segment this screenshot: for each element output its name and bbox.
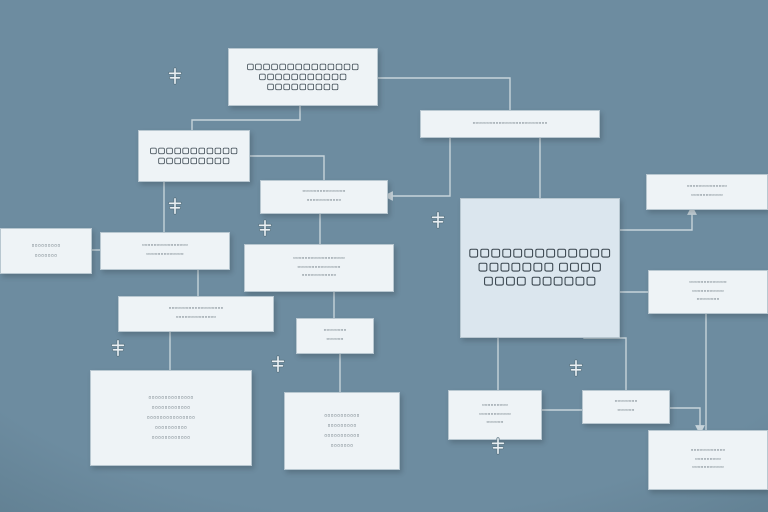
node-n1-line: ▢▢▢▢▢▢▢▢▢▢▢: [259, 72, 348, 82]
node-n11-line: ▫▫▫▫▫▫▫▫▫▫▫: [691, 192, 723, 201]
node-n7-line: ▫▫▫▫▫▫▫▫▫▫▫▫▫▫▫: [297, 264, 340, 273]
node-n4-line: ▫▫▫▫▫▫▫▫▫▫▫▫▫▫▫: [302, 188, 345, 197]
node-n4[interactable]: ▫▫▫▫▫▫▫▫▫▫▫▫▫▫▫▫▫▫▫▫▫▫▫▫▫▫▫: [260, 180, 388, 214]
node-n12[interactable]: ▫▫▫▫▫▫▫▫▫▫▫▫▫▫▫▫▫▫▫▫▫▫▫▫▫▫▫▫▫▫▫▫: [648, 270, 768, 314]
node-n13-line: ▫▫▫▫▫▫▫▫▫▫▫▫: [152, 403, 191, 413]
edge-n3-n4: [250, 156, 324, 180]
connector-icon: [109, 339, 127, 357]
node-n16-line: ▫▫▫▫▫▫▫▫: [614, 398, 637, 407]
node-n3[interactable]: ▢▢▢▢▢▢▢▢▢▢▢▢▢▢▢▢▢▢▢▢: [138, 130, 250, 182]
node-n1-line: ▢▢▢▢▢▢▢▢▢▢▢▢▢▢: [247, 62, 360, 72]
node-n2-line: ▫▫▫▫▫▫▫▫▫▫▫▫▫▫▫▫▫▫▫▫▫▫▫▫▫▫: [473, 120, 548, 129]
node-n10-line: ▢▢▢▢▢▢▢ ▢▢▢▢: [478, 261, 603, 275]
node-n7-line: ▫▫▫▫▫▫▫▫▫▫▫▫: [302, 272, 337, 281]
node-n10-line: ▢▢▢▢▢▢▢▢▢▢▢▢▢: [469, 247, 612, 261]
node-n7[interactable]: ▫▫▫▫▫▫▫▫▫▫▫▫▫▫▫▫▫▫▫▫▫▫▫▫▫▫▫▫▫▫▫▫▫▫▫▫▫▫▫▫…: [244, 244, 394, 292]
flowchart-canvas: ▢▢▢▢▢▢▢▢▢▢▢▢▢▢▢▢▢▢▢▢▢▢▢▢▢▢▢▢▢▢▢▢▢▢▫▫▫▫▫▫…: [0, 0, 768, 512]
node-n9[interactable]: ▫▫▫▫▫▫▫▫▫▫▫▫▫▫: [296, 318, 374, 354]
node-n11[interactable]: ▫▫▫▫▫▫▫▫▫▫▫▫▫▫▫▫▫▫▫▫▫▫▫▫▫: [646, 174, 768, 210]
node-n9-line: ▫▫▫▫▫▫: [326, 336, 343, 345]
node-n16[interactable]: ▫▫▫▫▫▫▫▫▫▫▫▫▫▫: [582, 390, 670, 424]
connector-icon: [429, 211, 447, 229]
node-n14-line: ▫▫▫▫▫▫▫▫▫: [327, 421, 356, 431]
node-n15[interactable]: ▫▫▫▫▫▫▫▫▫▫▫▫▫▫▫▫▫▫▫▫▫▫▫▫▫▫: [448, 390, 542, 440]
node-n13[interactable]: ▫▫▫▫▫▫▫▫▫▫▫▫▫▫▫▫▫▫▫▫▫▫▫▫▫▫▫▫▫▫▫▫▫▫▫▫▫▫▫▫…: [90, 370, 252, 466]
node-n1[interactable]: ▢▢▢▢▢▢▢▢▢▢▢▢▢▢▢▢▢▢▢▢▢▢▢▢▢▢▢▢▢▢▢▢▢▢: [228, 48, 378, 106]
node-n4-line: ▫▫▫▫▫▫▫▫▫▫▫▫: [307, 197, 342, 206]
node-n5-line: ▫▫▫▫▫▫▫: [35, 251, 58, 261]
connector-icon: [166, 67, 184, 85]
node-n5[interactable]: ▫▫▫▫▫▫▫▫▫▫▫▫▫▫▫▫: [0, 228, 92, 274]
node-n2[interactable]: ▫▫▫▫▫▫▫▫▫▫▫▫▫▫▫▫▫▫▫▫▫▫▫▫▫▫: [420, 110, 600, 138]
edge-n1-n3: [192, 106, 300, 130]
node-n14-line: ▫▫▫▫▫▫▫▫▫▫▫: [324, 431, 360, 441]
node-n17-line: ▫▫▫▫▫▫▫▫▫: [695, 456, 721, 465]
node-n8-line: ▫▫▫▫▫▫▫▫▫▫▫▫▫▫▫▫▫▫▫: [169, 305, 224, 314]
node-n9-line: ▫▫▫▫▫▫▫▫: [323, 327, 346, 336]
node-n14-line: ▫▫▫▫▫▫▫: [331, 441, 354, 451]
node-n17-line: ▫▫▫▫▫▫▫▫▫▫▫: [692, 464, 724, 473]
node-n1-line: ▢▢▢▢▢▢▢▢▢: [267, 82, 340, 92]
node-n15-line: ▫▫▫▫▫▫: [486, 419, 503, 428]
edge-n10-n11: [620, 210, 692, 230]
node-n12-line: ▫▫▫▫▫▫▫▫▫▫▫▫▫: [689, 279, 726, 288]
node-n3-line: ▢▢▢▢▢▢▢▢▢: [158, 156, 231, 166]
connector-icon: [256, 219, 274, 237]
node-n13-line: ▫▫▫▫▫▫▫▫▫▫: [155, 423, 187, 433]
connector-icon: [269, 355, 287, 373]
node-n5-line: ▫▫▫▫▫▫▫▫▫: [31, 241, 60, 251]
node-n6-line: ▫▫▫▫▫▫▫▫▫▫▫▫▫: [146, 251, 183, 260]
node-n13-line: ▫▫▫▫▫▫▫▫▫▫▫▫▫▫: [148, 393, 193, 403]
node-n15-line: ▫▫▫▫▫▫▫▫▫▫▫: [479, 411, 511, 420]
node-n6[interactable]: ▫▫▫▫▫▫▫▫▫▫▫▫▫▫▫▫▫▫▫▫▫▫▫▫▫▫▫▫▫: [100, 232, 230, 270]
edge-n16-n17: [670, 408, 700, 430]
node-n14[interactable]: ▫▫▫▫▫▫▫▫▫▫▫▫▫▫▫▫▫▫▫▫▫▫▫▫▫▫▫▫▫▫▫▫▫▫▫▫▫▫: [284, 392, 400, 470]
node-n17[interactable]: ▫▫▫▫▫▫▫▫▫▫▫▫▫▫▫▫▫▫▫▫▫▫▫▫▫▫▫▫▫▫▫▫: [648, 430, 768, 490]
node-n8-line: ▫▫▫▫▫▫▫▫▫▫▫▫▫▫: [176, 314, 216, 323]
node-n11-line: ▫▫▫▫▫▫▫▫▫▫▫▫▫▫: [687, 183, 727, 192]
node-n13-line: ▫▫▫▫▫▫▫▫▫▫▫▫▫▫▫: [147, 413, 196, 423]
node-n17-line: ▫▫▫▫▫▫▫▫▫▫▫▫: [691, 447, 726, 456]
node-n13-line: ▫▫▫▫▫▫▫▫▫▫▫▫: [152, 433, 191, 443]
node-n7-line: ▫▫▫▫▫▫▫▫▫▫▫▫▫▫▫▫▫▫: [293, 255, 345, 264]
node-n12-line: ▫▫▫▫▫▫▫▫▫▫▫: [692, 288, 724, 297]
node-n16-line: ▫▫▫▫▫▫: [617, 407, 634, 416]
node-n12-line: ▫▫▫▫▫▫▫▫: [696, 296, 719, 305]
connector-icon: [166, 197, 184, 215]
node-n14-line: ▫▫▫▫▫▫▫▫▫▫▫: [324, 411, 360, 421]
edge-n1-n2: [378, 78, 510, 110]
node-n8[interactable]: ▫▫▫▫▫▫▫▫▫▫▫▫▫▫▫▫▫▫▫▫▫▫▫▫▫▫▫▫▫▫▫▫▫: [118, 296, 274, 332]
connector-icon: [567, 359, 585, 377]
node-n3-line: ▢▢▢▢▢▢▢▢▢▢▢: [150, 146, 239, 156]
edge-n2-n4: [388, 138, 450, 196]
node-n10-line: ▢▢▢▢ ▢▢▢▢▢▢: [483, 275, 597, 289]
node-n10[interactable]: ▢▢▢▢▢▢▢▢▢▢▢▢▢▢▢▢▢▢▢▢ ▢▢▢▢▢▢▢▢ ▢▢▢▢▢▢: [460, 198, 620, 338]
edge-n10-n16: [584, 338, 626, 390]
node-n15-line: ▫▫▫▫▫▫▫▫▫: [482, 402, 508, 411]
node-n6-line: ▫▫▫▫▫▫▫▫▫▫▫▫▫▫▫▫: [142, 242, 188, 251]
